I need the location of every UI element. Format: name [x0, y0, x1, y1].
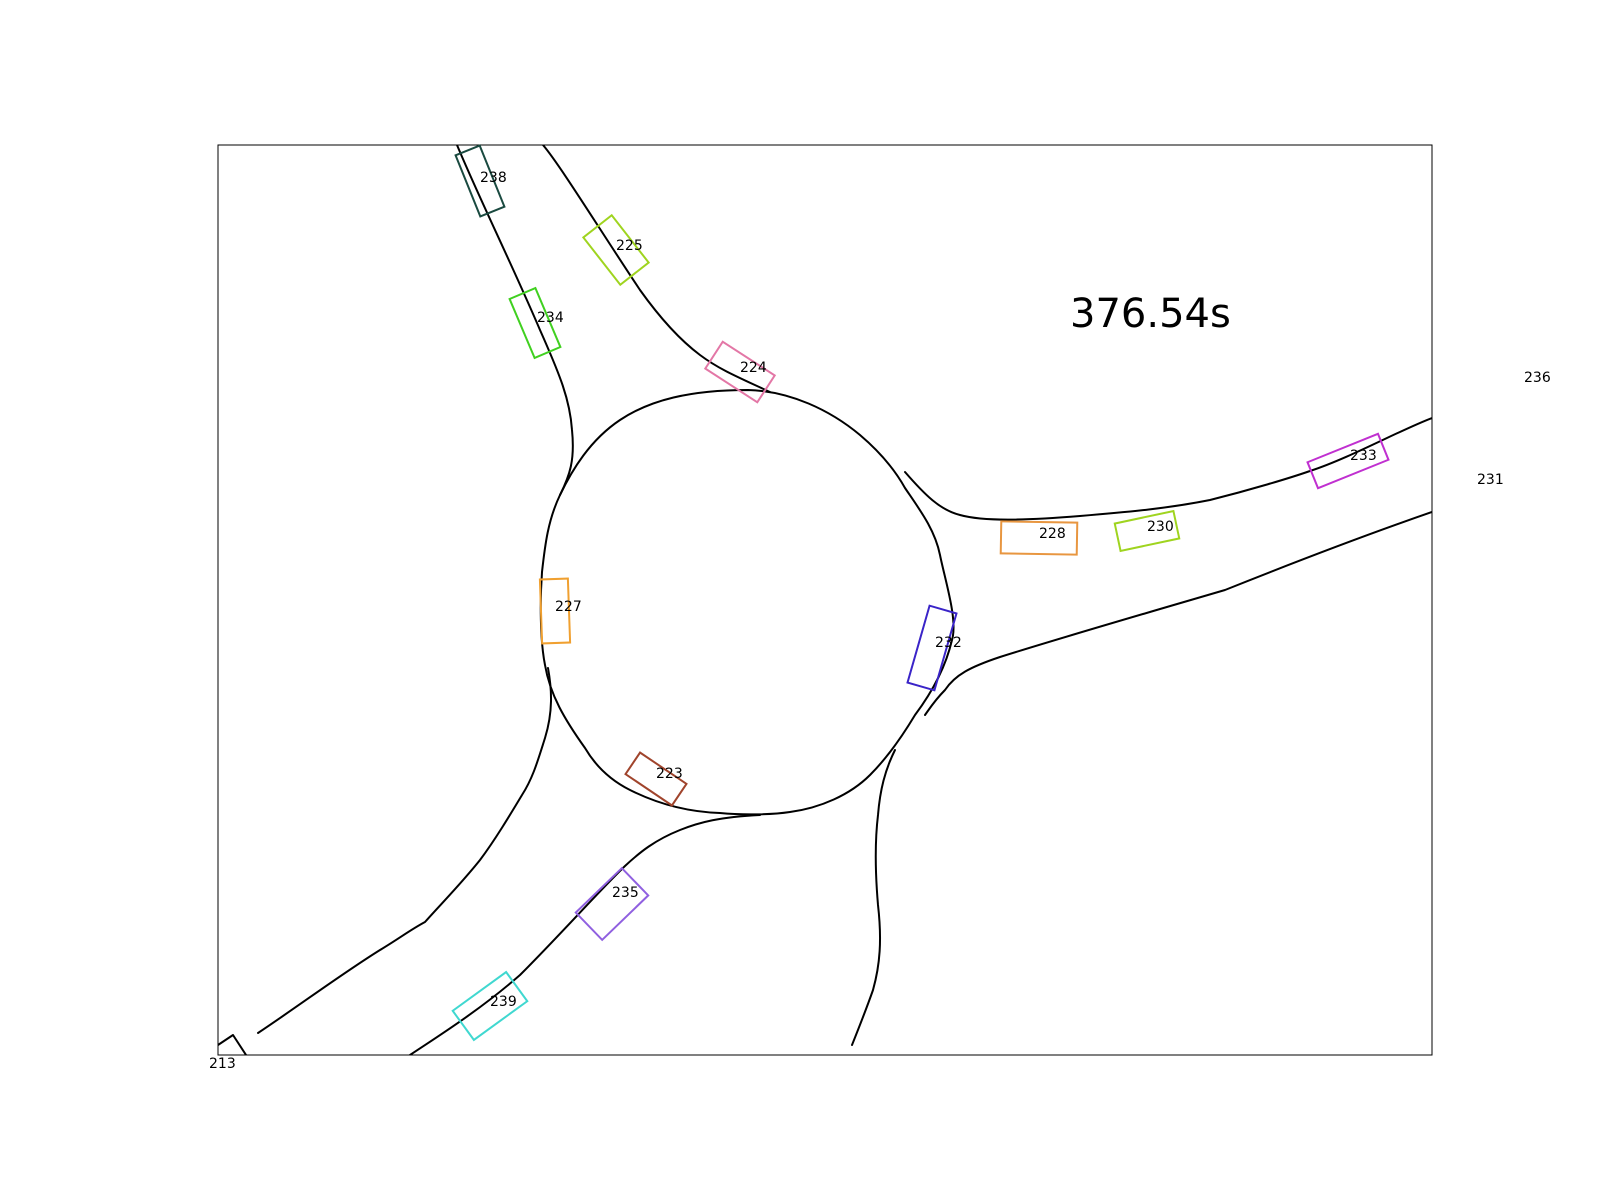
vehicle-223: 223 — [624, 751, 688, 807]
vehicle-box — [574, 866, 650, 942]
vehicle-label: 225 — [616, 238, 643, 254]
vehicle-label: 213 — [209, 1056, 236, 1072]
road-north-right — [542, 145, 771, 393]
road-northwest-left — [456, 145, 574, 496]
vehicle-label: 239 — [490, 994, 517, 1010]
road-east-upper — [904, 417, 1432, 521]
vehicle-239: 239 — [451, 970, 529, 1042]
vehicle-236: 236 — [1524, 370, 1551, 386]
vehicle-label: 231 — [1477, 472, 1504, 488]
vehicle-box — [538, 577, 572, 645]
vehicle-225: 225 — [581, 213, 651, 287]
vehicle-228: 228 — [999, 520, 1079, 556]
vehicle-box — [624, 751, 688, 807]
road-network — [218, 145, 1432, 1055]
vehicle-230: 230 — [1113, 509, 1181, 553]
vehicle-224: 224 — [703, 340, 777, 404]
road-corner-fragment — [218, 1034, 248, 1055]
vehicle-231: 231 — [1477, 472, 1504, 488]
vehicle-232: 232 — [906, 604, 962, 692]
vehicle-label: 227 — [555, 599, 582, 615]
vehicle-233: 233 — [1306, 432, 1390, 490]
vehicle-box — [999, 520, 1079, 556]
road-southwest-inner — [409, 814, 761, 1055]
vehicle-box — [581, 213, 651, 287]
road-east-lower — [924, 511, 1432, 716]
vehicle-label: 236 — [1524, 370, 1551, 386]
vehicle-box — [1306, 432, 1390, 490]
vehicle-box — [508, 286, 562, 360]
vehicle-234: 234 — [508, 286, 564, 360]
vehicle-label: 235 — [612, 885, 639, 901]
vehicle-235: 235 — [574, 866, 650, 942]
timestamp: 376.54s — [1070, 291, 1231, 337]
vehicle-227: 227 — [538, 577, 582, 645]
vehicle-213: 213 — [209, 1056, 236, 1072]
vehicle-box — [1113, 509, 1181, 553]
vehicle-box — [451, 970, 529, 1042]
vehicle-box — [454, 144, 506, 218]
road-southwest-outer — [257, 667, 553, 1034]
road-south-right — [851, 749, 896, 1046]
roundabout-ring — [539, 389, 955, 816]
vehicle-box — [906, 604, 958, 692]
plot-frame — [217, 144, 1433, 1056]
vehicle-label: 224 — [740, 360, 767, 376]
vehicle-label: 223 — [656, 766, 683, 782]
vehicles: 213 223 224 225 227 228 230 231 — [209, 144, 1551, 1072]
vehicle-label: 238 — [480, 170, 507, 186]
vehicle-label: 232 — [935, 635, 962, 651]
vehicle-label: 230 — [1147, 519, 1174, 535]
vehicle-label: 234 — [537, 310, 564, 326]
vehicle-label: 228 — [1039, 526, 1066, 542]
vehicle-238: 238 — [454, 144, 507, 218]
vehicle-label: 233 — [1350, 448, 1377, 464]
vehicle-box — [703, 340, 777, 404]
